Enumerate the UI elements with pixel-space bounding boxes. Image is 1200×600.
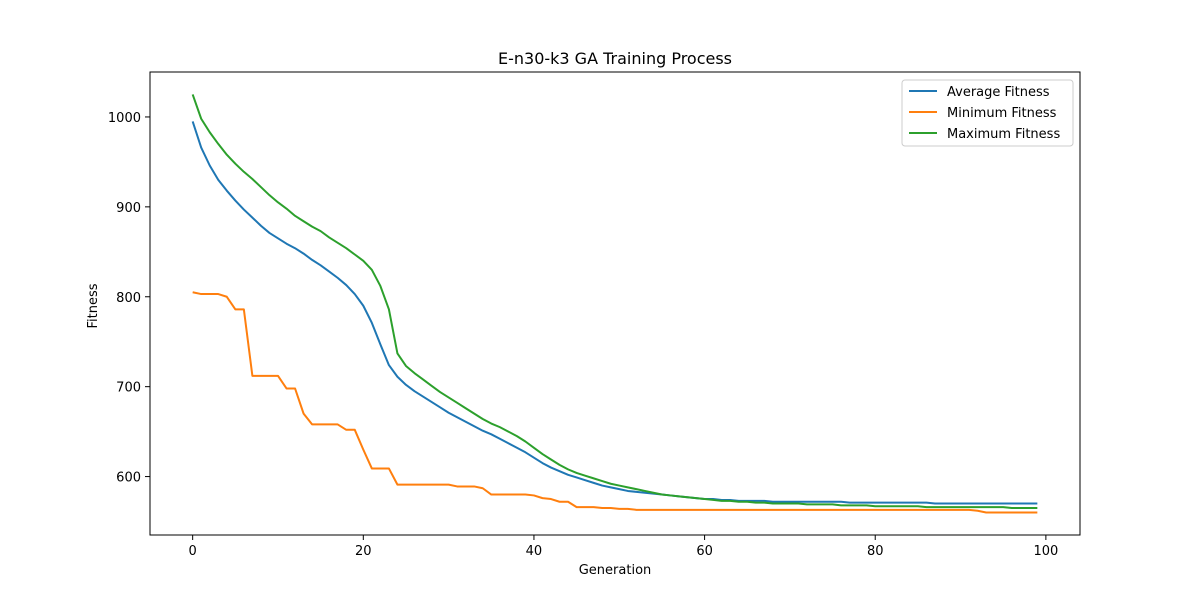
axis-ticks: 0 20 40 60 80 100 600 700 800 900 1000 — [108, 111, 1058, 559]
series-line-maximum-fitness — [191, 94, 1038, 510]
x-tick-label: 80 — [867, 544, 884, 559]
x-tick-label: 0 — [189, 544, 197, 559]
series-line-minimum-fitness — [192, 291, 1038, 514]
chart-title: E-n30-k3 GA Training Process — [498, 49, 732, 68]
x-tick-label: 100 — [1033, 544, 1058, 559]
y-axis-label: Fitness — [86, 283, 101, 328]
legend-box — [901, 79, 1074, 147]
y-tick-label: 600 — [116, 471, 141, 486]
legend-label-minimum-fitness: Minimum Fitness — [947, 106, 1057, 121]
y-tick-label: 900 — [116, 201, 141, 216]
x-tick-label: 40 — [526, 544, 543, 559]
x-tick-label: 60 — [696, 544, 713, 559]
y-tick-label: 1000 — [108, 111, 141, 126]
legend: Average Fitness Minimum Fitness Maximum Fi… — [901, 79, 1074, 147]
legend-label-maximum-fitness: Maximum Fitness — [947, 127, 1060, 142]
x-axis-label: Generation — [579, 563, 652, 578]
plot-frame — [149, 71, 1081, 536]
y-tick-label: 700 — [116, 381, 141, 396]
series-line-average-fitness — [191, 121, 1038, 505]
y-tick-label: 800 — [116, 291, 141, 306]
legend-label-average-fitness: Average Fitness — [947, 85, 1050, 100]
series-lines — [191, 94, 1038, 514]
x-tick-label: 20 — [355, 544, 372, 559]
